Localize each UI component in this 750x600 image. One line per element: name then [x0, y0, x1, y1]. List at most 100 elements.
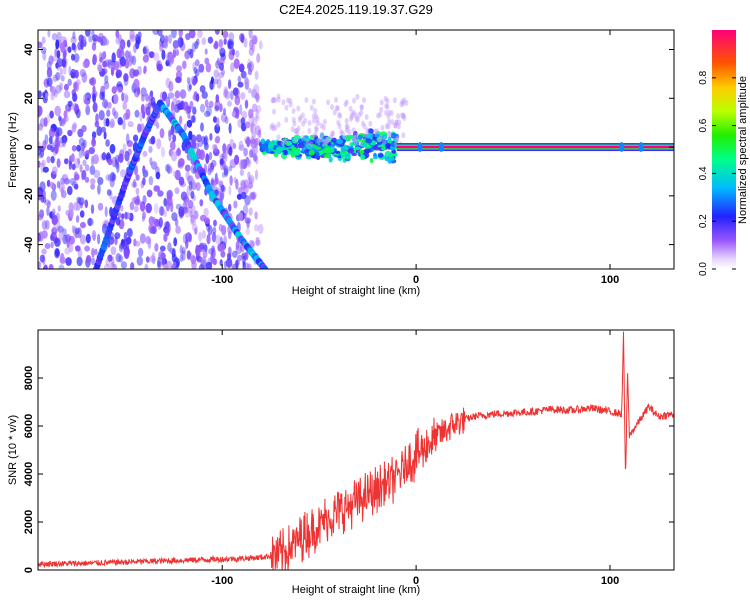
heatmap-cell: [219, 62, 224, 71]
heatmap-cell: [118, 42, 125, 51]
heatmap-cell: [272, 108, 276, 115]
heatmap-cell: [336, 138, 344, 145]
heatmap-cell: [207, 224, 213, 236]
heatmap-cell: [247, 171, 251, 180]
heatmap-cell: [206, 234, 211, 245]
heatmap-cell: [170, 124, 175, 136]
heatmap-cell: [216, 77, 222, 89]
heatmap-cell: [342, 134, 347, 141]
heatmap-cell: [107, 158, 113, 166]
heatmap-cell: [107, 101, 112, 109]
heatmap-cell: [242, 204, 249, 216]
heatmap-cell: [340, 148, 345, 153]
heatmap-cell: [52, 208, 56, 216]
heatmap-cell: [373, 156, 378, 160]
heatmap-cell: [145, 236, 152, 245]
heatmap-cell: [390, 140, 397, 148]
heatmap-cell: [224, 151, 228, 162]
heatmap-cell: [221, 225, 227, 236]
heatmap-cell: [145, 93, 149, 102]
heatmap-cell: [354, 115, 359, 122]
heatmap-cell: [139, 111, 143, 122]
heatmap-cell: [115, 154, 120, 165]
heatmap-cell: [214, 105, 220, 112]
heatmap-cell: [186, 250, 191, 260]
heatmap-cell: [139, 233, 146, 244]
heatmap-cell: [50, 155, 55, 164]
heatmap-cell: [69, 209, 74, 218]
heatmap-cell: [160, 146, 165, 158]
heatmap-cell: [228, 165, 233, 172]
heatmap-cell: [223, 235, 228, 246]
heatmap-cell: [95, 113, 99, 124]
heatmap-cell: [46, 67, 53, 78]
heatmap-cell: [125, 133, 130, 144]
heatmap-cell: [142, 54, 149, 63]
heatmap-cell: [46, 179, 51, 187]
heatmap-cell: [177, 102, 184, 110]
heatmap-cell: [91, 42, 97, 51]
heatmap-cell: [215, 60, 221, 69]
heatmap-cell: [201, 230, 206, 239]
heatmap-cell: [40, 147, 45, 158]
heatmap-cell: [189, 48, 194, 59]
heatmap-cell: [214, 30, 220, 35]
heatmap-cell: [311, 134, 315, 141]
heatmap-cell: [79, 164, 83, 173]
heatmap-cell: [71, 145, 77, 152]
heatmap-cell: [220, 112, 228, 123]
heatmap-cell: [184, 209, 191, 218]
heatmap-cell: [228, 122, 232, 134]
heatmap-cell: [75, 108, 81, 119]
heatmap-cell: [79, 69, 86, 77]
heatmap-cell: [159, 34, 165, 44]
heatmap-cell: [210, 76, 214, 85]
heatmap-cell: [315, 120, 320, 127]
heatmap-cell: [248, 108, 254, 119]
heatmap-cell: [81, 170, 85, 181]
heatmap-cell: [123, 248, 130, 259]
heatmap-cell: [111, 86, 118, 94]
heatmap-cell: [91, 94, 96, 102]
heatmap-cell: [246, 62, 252, 70]
heatmap-cell: [349, 115, 353, 122]
snr-frame: [37, 329, 675, 571]
heatmap-cell: [352, 97, 357, 104]
heatmap-cell: [145, 203, 152, 214]
heatmap-cell: [228, 203, 232, 212]
heatmap-cell: [212, 226, 217, 235]
heatmap-cell: [224, 116, 229, 124]
heatmap-cell: [224, 165, 229, 175]
heatmap-cell: [70, 53, 76, 61]
heatmap-cell: [126, 39, 131, 48]
heatmap-cell: [131, 55, 137, 66]
heatmap-cell: [174, 187, 180, 195]
heatmap-cell: [51, 166, 58, 175]
heatmap-cell: [355, 116, 360, 123]
heatmap-cell: [344, 127, 349, 134]
heatmap-cell: [288, 101, 293, 108]
heatmap-cell: [163, 263, 169, 269]
colorbar-tick-label: 0.0: [698, 262, 709, 276]
heatmap-cell: [286, 149, 293, 155]
heatmap-cell: [134, 109, 140, 118]
y-tick-label: -40: [23, 237, 35, 253]
heatmap-cell: [314, 126, 319, 133]
heatmap-cell: [101, 68, 108, 75]
heatmap-cell: [234, 95, 241, 106]
heatmap-cell: [129, 34, 136, 42]
heatmap-cell: [193, 210, 199, 220]
colorbar-label: Normalized spectral amplitude: [737, 76, 749, 224]
heatmap-cell: [150, 226, 156, 234]
heatmap-cell: [261, 265, 269, 269]
heatmap-cell: [172, 40, 179, 50]
heatmap-cell: [142, 150, 148, 157]
heatmap-cell: [116, 48, 122, 59]
heatmap-cell: [84, 176, 90, 183]
heatmap-cell: [59, 252, 65, 264]
heatmap-cell: [91, 257, 96, 266]
heatmap-cell: [380, 124, 385, 131]
heatmap-cell: [145, 49, 150, 58]
heatmap-cell: [167, 92, 175, 99]
heatmap-cell: [385, 103, 390, 110]
